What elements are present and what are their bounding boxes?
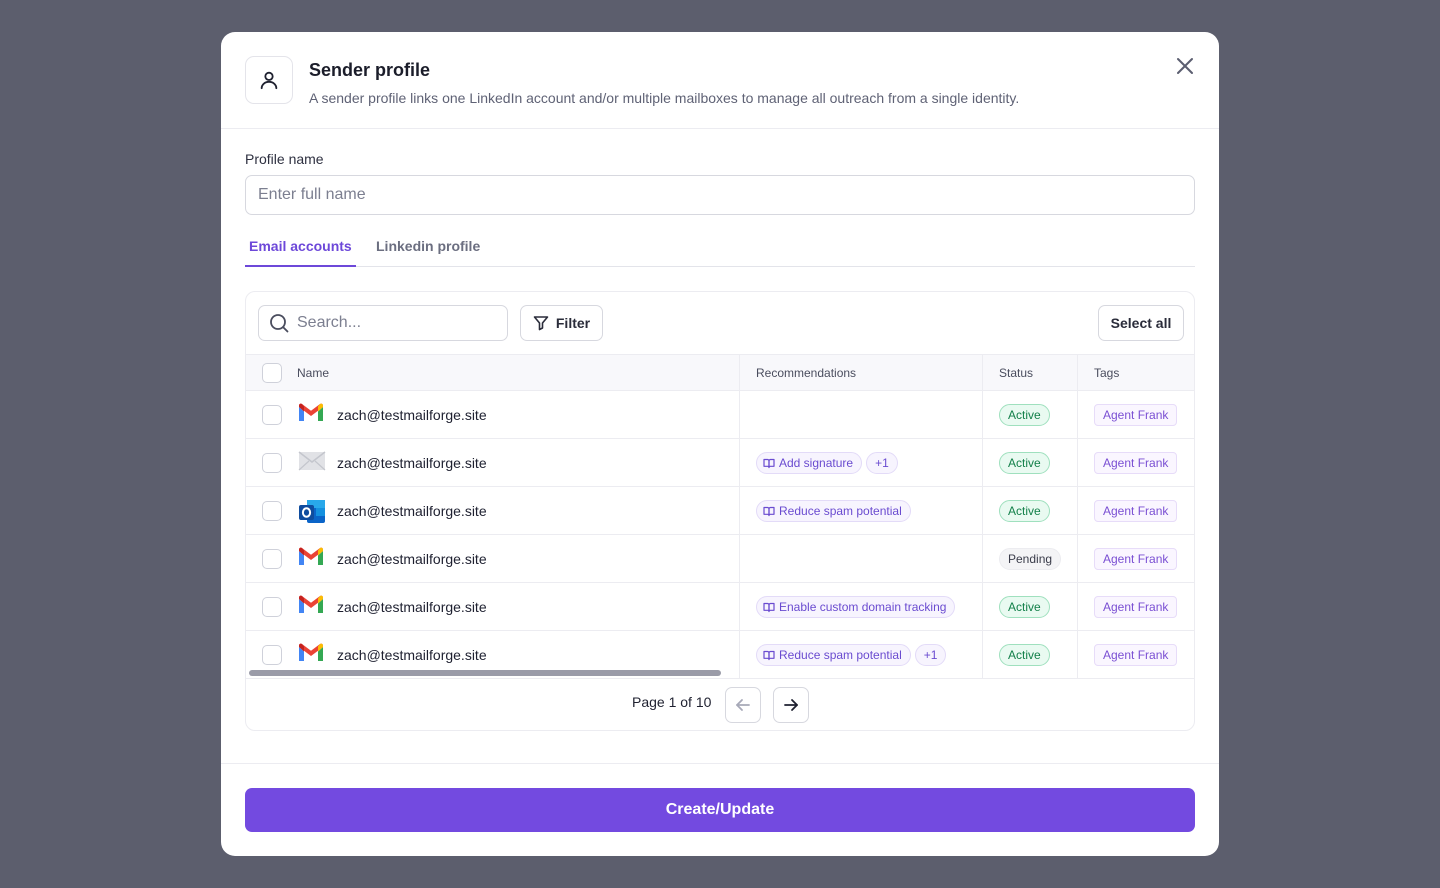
recommendations-cell: Reduce spam potential — [756, 500, 911, 522]
modal-title: Sender profile — [309, 60, 431, 80]
recommendations-cell: Enable custom domain tracking — [756, 596, 956, 618]
row-checkbox[interactable] — [262, 597, 282, 617]
recommendation-label: Reduce spam potential — [779, 648, 902, 662]
row-checkbox[interactable] — [262, 645, 282, 665]
column-header-recommendations: Recommendations — [756, 366, 857, 380]
arrow-left-icon — [736, 699, 750, 711]
table-row[interactable]: zach@testmailforge.site Enable custom dom… — [246, 583, 1194, 631]
row-checkbox[interactable] — [262, 549, 282, 569]
footer-divider — [221, 763, 1219, 764]
gmail-icon — [298, 643, 326, 667]
tab-bar: Email accounts Linkedin profile — [245, 232, 1195, 267]
gmail-icon — [298, 595, 326, 619]
tab-linkedin-profile[interactable]: Linkedin profile — [376, 238, 481, 254]
email-address: zach@testmailforge.site — [337, 647, 487, 663]
modal-subtitle: A sender profile links one LinkedIn acco… — [309, 90, 1020, 106]
recommendation-label: Add signature — [779, 456, 854, 470]
column-divider — [739, 354, 740, 679]
user-icon — [245, 56, 293, 104]
table-row[interactable]: zach@testmailforge.site Pending Agent Fran… — [246, 535, 1194, 583]
filter-label: Filter — [555, 315, 591, 331]
tag-badge: Agent Frank — [1094, 548, 1178, 570]
recommendation-chip[interactable]: Add signature — [756, 452, 863, 474]
email-accounts-table: Filter Select all Name Recommendations S… — [245, 291, 1195, 731]
table-row[interactable]: zach@testmailforge.site Active Agent Frank — [246, 391, 1194, 439]
select-all-checkbox[interactable] — [262, 363, 282, 383]
gmail-icon — [298, 403, 326, 427]
column-header-status: Status — [999, 366, 1034, 380]
email-address: zach@testmailforge.site — [337, 551, 487, 567]
email-address: zach@testmailforge.site — [337, 503, 487, 519]
recommendation-label: Enable custom domain tracking — [779, 600, 947, 614]
search-input[interactable] — [297, 314, 497, 332]
search-box[interactable] — [258, 305, 508, 341]
column-header-tags: Tags — [1094, 366, 1120, 380]
recommendation-chip[interactable]: Reduce spam potential — [756, 644, 911, 666]
table-row[interactable]: zach@testmailforge.site Reduce spam poten… — [246, 487, 1194, 535]
outlook-icon — [298, 499, 326, 523]
book-icon — [763, 458, 775, 469]
arrow-right-icon — [784, 699, 798, 711]
status-badge: Active — [999, 596, 1050, 618]
filter-button[interactable]: Filter — [520, 305, 603, 341]
close-button[interactable] — [1171, 52, 1199, 80]
row-checkbox[interactable] — [262, 453, 282, 473]
create-update-button[interactable]: Create/Update — [245, 788, 1195, 832]
next-page-button[interactable] — [773, 687, 809, 723]
status-badge: Active — [999, 644, 1050, 666]
email-address: zach@testmailforge.site — [337, 407, 487, 423]
tag-badge: Agent Frank — [1094, 596, 1178, 618]
email-address: zach@testmailforge.site — [337, 455, 487, 471]
table-row[interactable]: zach@testmailforge.site Add signature +1 Ac… — [246, 439, 1194, 487]
column-divider — [1077, 354, 1078, 679]
status-badge: Active — [999, 500, 1050, 522]
profile-name-label: Profile name — [245, 151, 324, 167]
tag-badge: Agent Frank — [1094, 644, 1178, 666]
status-badge: Active — [999, 404, 1050, 426]
book-icon — [763, 602, 775, 613]
tag-badge: Agent Frank — [1094, 452, 1178, 474]
filter-icon — [533, 316, 549, 331]
row-checkbox[interactable] — [262, 501, 282, 521]
column-divider — [982, 354, 983, 679]
email-address: zach@testmailforge.site — [337, 599, 487, 615]
column-header-name: Name — [297, 366, 330, 380]
horizontal-scrollbar[interactable] — [249, 670, 721, 676]
sender-profile-modal: Sender profile A sender profile links on… — [221, 32, 1219, 856]
more-recommendations-badge[interactable]: +1 — [866, 452, 898, 474]
profile-name-input[interactable] — [245, 175, 1195, 215]
recommendations-cell: Add signature +1 — [756, 452, 898, 474]
close-icon — [1177, 58, 1193, 74]
tag-badge: Agent Frank — [1094, 500, 1178, 522]
modal-header: Sender profile A sender profile links on… — [221, 32, 1219, 129]
previous-page-button[interactable] — [725, 687, 761, 723]
recommendation-chip[interactable]: Enable custom domain tracking — [756, 596, 956, 618]
status-badge: Active — [999, 452, 1050, 474]
gmail-icon — [298, 547, 326, 571]
book-icon — [763, 650, 775, 661]
table-header: Name Recommendations Status Tags — [246, 354, 1194, 391]
search-icon — [270, 314, 289, 333]
book-icon — [763, 506, 775, 517]
tab-email-accounts[interactable]: Email accounts — [245, 232, 356, 267]
select-all-button[interactable]: Select all — [1098, 305, 1184, 341]
recommendations-cell: Reduce spam potential +1 — [756, 644, 947, 666]
recommendation-chip[interactable]: Reduce spam potential — [756, 500, 911, 522]
pagination-text: Page 1 of 10 — [632, 694, 712, 710]
more-recommendations-badge[interactable]: +1 — [914, 644, 947, 666]
generic-mail-icon — [298, 451, 326, 475]
tag-badge: Agent Frank — [1094, 404, 1178, 426]
recommendation-label: Reduce spam potential — [779, 504, 902, 518]
status-badge: Pending — [999, 548, 1062, 570]
row-checkbox[interactable] — [262, 405, 282, 425]
table-row[interactable]: zach@testmailforge.site Reduce spam poten… — [246, 631, 1194, 679]
